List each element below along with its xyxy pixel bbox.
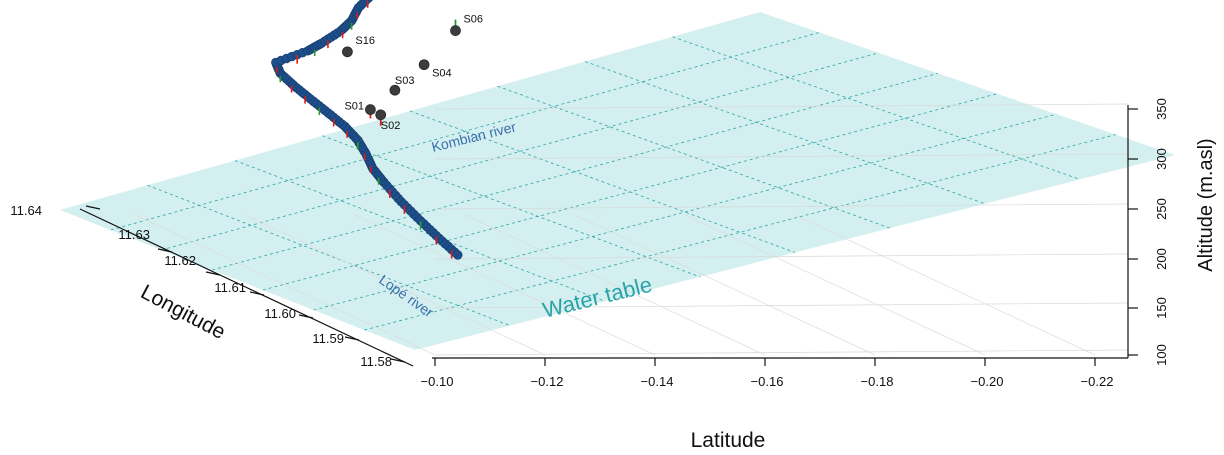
site-label: S06: [463, 14, 483, 26]
site-label: S01: [344, 101, 364, 113]
site-label: S16: [355, 35, 375, 47]
site-point: [342, 46, 353, 58]
altitude-gridline: [434, 103, 1129, 110]
site-point: [389, 84, 401, 96]
ground-gridlines: [134, 103, 1129, 356]
site-label: S02: [381, 120, 401, 132]
plane-gridline: [313, 113, 1057, 311]
latitude-tick-label: −0.14: [641, 374, 674, 389]
longitude-tick-label: 11.59: [312, 331, 344, 346]
latitude-gridline: [574, 214, 876, 356]
plane-gridline: [147, 184, 511, 326]
river-points: [271, 0, 463, 260]
altitude-gridline: [434, 302, 1129, 309]
longitude-tick: [157, 248, 173, 253]
altitude-tick-label: 100: [1154, 344, 1169, 366]
altitude-tick-label: 350: [1154, 98, 1169, 120]
latitude-gridline: [354, 214, 656, 356]
latitude-tick-label: −0.20: [971, 374, 1004, 389]
latitude-gridline: [244, 214, 546, 356]
longitude-tick: [390, 358, 406, 363]
site-point: [418, 59, 430, 71]
site-point: [365, 104, 376, 115]
longitude-tick: [298, 314, 314, 319]
latitude-gridline: [134, 214, 436, 356]
longitude-tick-label: 11.61: [214, 280, 246, 295]
plane-gridline: [409, 110, 796, 253]
latitude-tick-label: −0.18: [861, 374, 894, 389]
longitude-tick-label: 11.64: [10, 203, 42, 218]
river-point: [366, 0, 374, 2]
altitude-gridline: [434, 253, 1129, 260]
altitude-tick-label: 300: [1154, 148, 1169, 170]
altitude-gridline: [434, 153, 1129, 160]
site-point: [450, 25, 461, 36]
plane-gridline: [161, 52, 879, 251]
longitude-tick-label: 11.63: [118, 227, 150, 242]
altitude-tick-label: 200: [1154, 248, 1169, 270]
water-table-surface: [60, 12, 1175, 350]
longitude-tick: [249, 291, 265, 296]
longitude-tick-label: 11.58: [360, 354, 392, 369]
site-label: S03: [395, 75, 415, 87]
latitude-gridline: [684, 214, 986, 356]
altitude-gridline: [434, 203, 1129, 210]
site-label: S04: [432, 68, 452, 80]
latitude-gridline: [464, 214, 766, 356]
latitude-axis-title: Latitude: [691, 429, 766, 452]
longitude-tick-label: 11.62: [164, 253, 196, 268]
plane-gridline: [322, 135, 701, 278]
latitude-tick-label: −0.16: [751, 374, 784, 389]
altitude-gridline: [434, 349, 1129, 356]
site-points: [342, 19, 461, 126]
altitude-tick-label: 250: [1154, 198, 1169, 220]
longitude-tick: [85, 205, 101, 210]
longitude-tick: [205, 271, 221, 276]
latitude-tick-label: −0.22: [1081, 374, 1114, 389]
latitude-tick-label: −0.10: [421, 374, 454, 389]
longitude-tick-label: 11.60: [264, 306, 296, 321]
altitude-axis-title: Altitude (m.asl): [1195, 138, 1217, 271]
site-point: [375, 109, 387, 121]
plane-gridline: [110, 32, 820, 231]
latitude-tick-label: −0.12: [531, 374, 564, 389]
altitude-tick-label: 150: [1154, 297, 1169, 319]
longitude-tick: [344, 336, 360, 341]
plane-gridline: [584, 61, 986, 205]
latitude-gridline: [794, 214, 1096, 356]
